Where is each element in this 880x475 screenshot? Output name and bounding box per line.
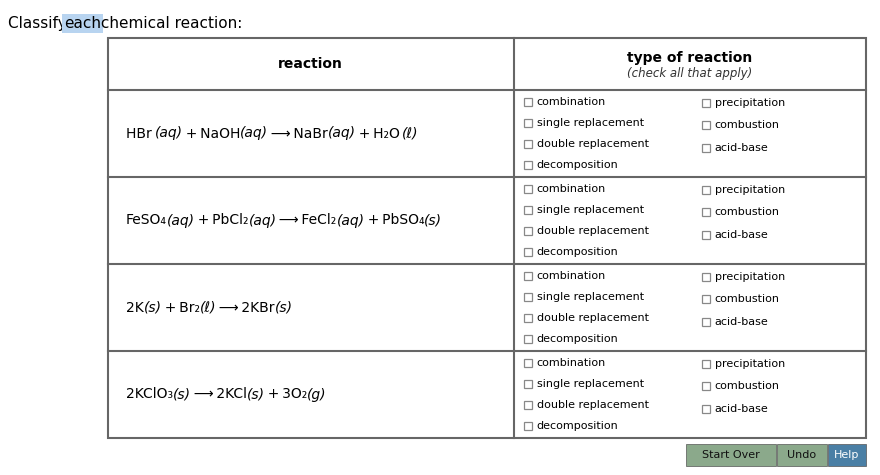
Text: acid-base: acid-base [715, 143, 768, 153]
Bar [702, 209, 710, 217]
Text: FeSO₄: FeSO₄ [126, 213, 167, 228]
Text: (aq): (aq) [167, 213, 195, 228]
Text: + PbCl₂: + PbCl₂ [195, 213, 248, 228]
Text: Start Over: Start Over [702, 450, 759, 460]
Text: + H₂O: + H₂O [356, 126, 402, 141]
Text: combination: combination [537, 97, 605, 107]
Text: (s): (s) [143, 301, 162, 314]
Text: 2KClO₃: 2KClO₃ [126, 388, 173, 401]
Bar [524, 185, 532, 193]
Bar [702, 382, 710, 390]
Bar [524, 360, 532, 368]
Text: ⟶ FeCl₂: ⟶ FeCl₂ [276, 213, 337, 228]
Text: ⟶ NaBr: ⟶ NaBr [268, 126, 327, 141]
Bar [108, 38, 866, 438]
Bar [524, 140, 532, 148]
Text: combination: combination [537, 184, 605, 194]
Text: + PbSO₄: + PbSO₄ [364, 213, 424, 228]
Bar [524, 380, 532, 388]
Text: (g): (g) [307, 388, 326, 401]
Bar [702, 231, 710, 239]
Text: + NaOH: + NaOH [182, 126, 240, 141]
Bar [828, 444, 866, 466]
Bar [524, 161, 532, 169]
Text: double replacement: double replacement [537, 313, 649, 323]
Text: HBr: HBr [126, 126, 155, 141]
Bar [524, 334, 532, 342]
Bar [524, 314, 532, 322]
Text: (aq): (aq) [155, 126, 182, 141]
Text: precipitation: precipitation [715, 272, 785, 282]
Text: precipitation: precipitation [715, 97, 785, 108]
Text: (ℓ): (ℓ) [402, 126, 419, 141]
Text: (ℓ): (ℓ) [200, 301, 216, 314]
Bar [524, 401, 532, 409]
Bar [702, 295, 710, 304]
Text: combustion: combustion [715, 381, 780, 391]
Text: acid-base: acid-base [715, 404, 768, 414]
Bar [702, 186, 710, 194]
Text: combustion: combustion [715, 294, 780, 304]
Bar [524, 293, 532, 301]
Text: single replacement: single replacement [537, 379, 643, 389]
Text: precipitation: precipitation [715, 185, 785, 195]
Bar [686, 444, 776, 466]
Text: precipitation: precipitation [715, 359, 785, 369]
Text: type of reaction: type of reaction [627, 51, 752, 65]
Text: combination: combination [537, 359, 605, 369]
Text: double replacement: double replacement [537, 226, 649, 236]
Text: combustion: combustion [715, 121, 780, 131]
Text: (s): (s) [247, 388, 265, 401]
Text: (s): (s) [424, 213, 443, 228]
Text: + 3O₂: + 3O₂ [265, 388, 307, 401]
Bar [524, 98, 532, 106]
Text: Undo: Undo [788, 450, 817, 460]
Bar [702, 122, 710, 130]
Bar [702, 99, 710, 106]
Bar [524, 206, 532, 214]
Text: (aq): (aq) [248, 213, 276, 228]
Bar [702, 405, 710, 413]
Bar [524, 227, 532, 235]
Bar [702, 144, 710, 152]
Bar [524, 119, 532, 127]
Bar [702, 318, 710, 326]
Bar [702, 360, 710, 368]
Text: single replacement: single replacement [537, 292, 643, 302]
Text: (aq): (aq) [337, 213, 364, 228]
Text: ⟶ 2KCl: ⟶ 2KCl [191, 388, 247, 401]
Text: Help: Help [834, 450, 860, 460]
Text: decomposition: decomposition [537, 160, 619, 170]
Text: (aq): (aq) [327, 126, 356, 141]
Text: (s): (s) [173, 388, 191, 401]
Text: chemical reaction:: chemical reaction: [96, 16, 242, 31]
Text: (check all that apply): (check all that apply) [627, 67, 752, 80]
Text: single replacement: single replacement [537, 205, 643, 215]
Text: ⟶ 2KBr: ⟶ 2KBr [216, 301, 275, 314]
Text: + Br₂: + Br₂ [162, 301, 200, 314]
Text: decomposition: decomposition [537, 333, 619, 343]
Bar [702, 273, 710, 281]
Text: Classify: Classify [8, 16, 71, 31]
Bar [777, 444, 827, 466]
Text: (s): (s) [275, 301, 293, 314]
Text: each: each [64, 16, 101, 31]
Text: double replacement: double replacement [537, 400, 649, 410]
Text: combustion: combustion [715, 208, 780, 218]
Text: acid-base: acid-base [715, 230, 768, 240]
Text: acid-base: acid-base [715, 317, 768, 327]
Text: (aq): (aq) [240, 126, 268, 141]
Text: decomposition: decomposition [537, 247, 619, 256]
Text: double replacement: double replacement [537, 139, 649, 149]
Text: combination: combination [537, 271, 605, 281]
Text: reaction: reaction [278, 57, 343, 71]
Text: 2K: 2K [126, 301, 143, 314]
Bar [524, 247, 532, 256]
Bar [524, 422, 532, 429]
Bar [524, 273, 532, 280]
Text: single replacement: single replacement [537, 118, 643, 128]
Text: decomposition: decomposition [537, 420, 619, 430]
